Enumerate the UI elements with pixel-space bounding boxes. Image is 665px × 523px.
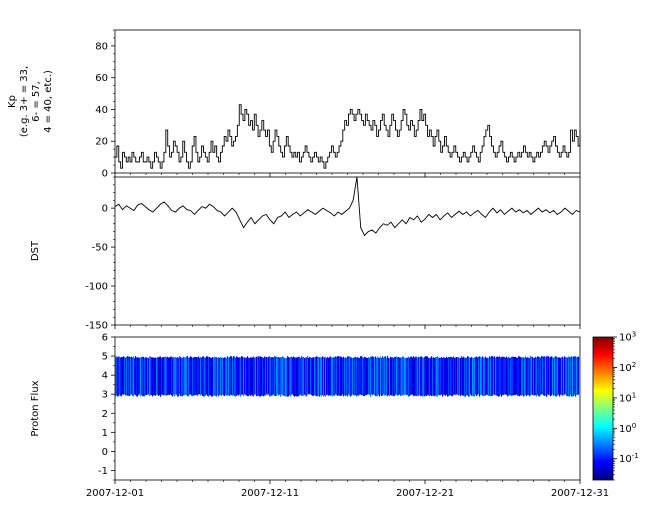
y-tick-label: 0 bbox=[102, 204, 108, 215]
y-tick-label: 40 bbox=[95, 105, 108, 116]
x-tick-label: 2007-12-21 bbox=[396, 488, 454, 499]
kp-series-line bbox=[115, 104, 581, 169]
y-axis-label: (e.g. 3+ = 33, bbox=[19, 66, 30, 137]
colorbar-tick-label: 10-1 bbox=[619, 452, 639, 465]
y-tick-label: 0 bbox=[102, 169, 108, 180]
y-tick-label: -100 bbox=[85, 282, 108, 293]
dst-panel: 0 -50 -100 -150 DST bbox=[30, 176, 581, 332]
x-tick-label: 2007-12-31 bbox=[551, 488, 609, 499]
y-tick-label: 4 bbox=[102, 371, 108, 382]
y-tick-label: 1 bbox=[102, 428, 108, 439]
colorbar-tick-label: 101 bbox=[619, 391, 636, 404]
y-axis-label: Proton Flux bbox=[30, 380, 41, 436]
y-tick-label: 3 bbox=[102, 390, 108, 401]
colorbar-tick-label: 100 bbox=[619, 422, 636, 435]
y-tick-label: -150 bbox=[85, 321, 108, 332]
y-tick-label: 2 bbox=[102, 409, 108, 420]
colorbar-tick-label: 103 bbox=[619, 331, 636, 344]
y-tick-label: 80 bbox=[95, 41, 108, 52]
y-tick-label: -1 bbox=[98, 466, 108, 477]
y-tick-label: 20 bbox=[95, 137, 108, 148]
y-tick-label: 60 bbox=[95, 73, 108, 84]
y-axis-label: 6- = 57, bbox=[31, 81, 42, 122]
y-axis-label: Kp bbox=[7, 95, 18, 108]
y-tick-label: -50 bbox=[92, 243, 108, 254]
y-axis-label: 4 = 40, etc.) bbox=[43, 70, 54, 133]
colorbar-tick-label: 102 bbox=[619, 361, 636, 374]
x-tick-label: 2007-12-01 bbox=[86, 488, 144, 499]
y-tick-label: 5 bbox=[102, 352, 108, 363]
proton-flux-band bbox=[115, 356, 581, 397]
x-tick-label: 2007-12-11 bbox=[241, 488, 299, 499]
y-tick-label: 0 bbox=[102, 447, 108, 458]
y-axis-label: DST bbox=[30, 240, 41, 261]
kp-panel: 0 20 40 60 80 Kp (e.g. 3+ = 33, 6- = 57, 4 = 40,… bbox=[7, 29, 581, 180]
y-tick-label: 6 bbox=[102, 333, 108, 344]
proton-flux-panel: -1 0 1 2 3 4 5 6 2007-12-01 2007-12-11 2007-12-21 2… bbox=[30, 333, 609, 500]
dst-series-line bbox=[114, 176, 581, 237]
colorbar: 10-1 100 101 102 103 bbox=[592, 331, 639, 481]
